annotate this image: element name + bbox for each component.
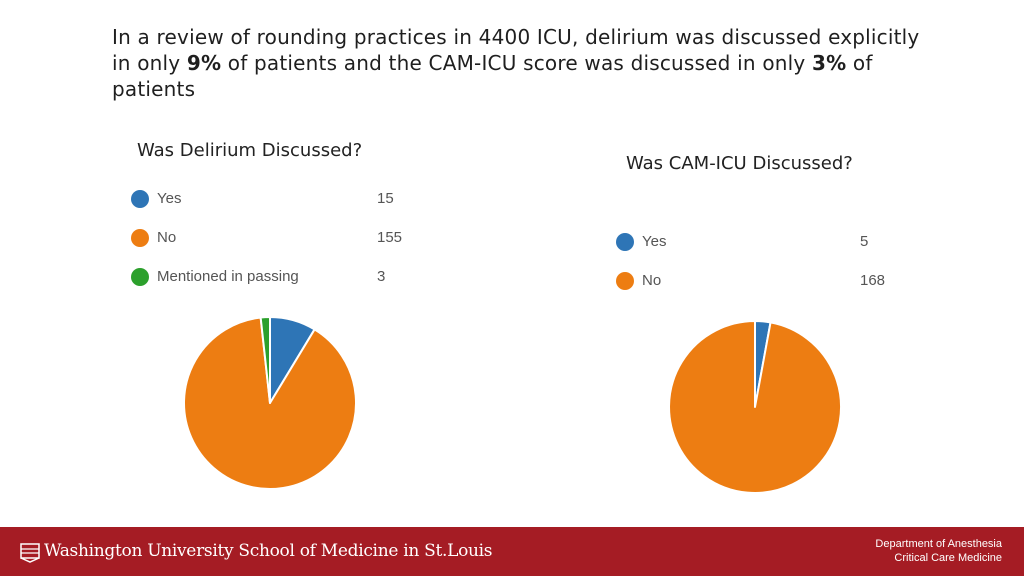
legend-value-no: 155	[377, 229, 403, 246]
legend-swatch-no	[131, 229, 149, 247]
legend-delirium: Yes 15 No 155 Mentioned in passing 3	[131, 190, 411, 307]
institution-name: Washington University School of Medicine…	[44, 541, 493, 561]
legend-label-no: No	[157, 229, 177, 246]
headline: In a review of rounding practices in 440…	[112, 24, 932, 102]
legend-label-mentioned-in-passing: Mentioned in passing	[157, 268, 299, 285]
headline-text-3: of patients	[112, 51, 873, 101]
legend-label-no: No	[642, 272, 662, 289]
pie-slice-mentioned-in-passing	[259, 316, 271, 404]
legend-swatch-mentioned-in-passing	[131, 268, 149, 286]
university-shield-icon	[20, 543, 40, 563]
legend-value-no: 168	[860, 272, 886, 289]
legend-item-yes: Yes 5	[616, 233, 896, 272]
headline-text-1: In a review of rounding practices in 440…	[112, 25, 920, 75]
legend-value-yes: 5	[860, 233, 869, 250]
chart-title-delirium: Was Delirium Discussed?	[137, 140, 363, 161]
legend-label-yes: Yes	[642, 233, 667, 250]
pie-chart-delirium	[183, 316, 357, 490]
legend-camicu: Yes 5 No 168	[616, 233, 896, 311]
legend-value-yes: 15	[377, 190, 394, 207]
legend-swatch-yes	[616, 233, 634, 251]
footer-bar: Washington University School of Medicine…	[0, 527, 1024, 576]
legend-item-no: No 155	[131, 229, 411, 268]
pie-slice-no	[668, 320, 842, 494]
department-line-1: Department of Anesthesia	[875, 538, 1002, 550]
legend-swatch-no	[616, 272, 634, 290]
legend-value-mentioned-in-passing: 3	[377, 268, 386, 285]
headline-pct-delirium: 9%	[186, 51, 222, 75]
headline-text-2: of patients and the CAM-ICU score was di…	[221, 51, 812, 75]
chart-title-camicu: Was CAM-ICU Discussed?	[626, 153, 853, 174]
department-name: Department of Anesthesia Critical Care M…	[875, 537, 1002, 565]
department-line-2: Critical Care Medicine	[894, 552, 1002, 564]
legend-label-yes: Yes	[157, 190, 182, 207]
legend-item-yes: Yes 15	[131, 190, 411, 229]
legend-item-no: No 168	[616, 272, 896, 311]
pie-chart-camicu	[668, 319, 842, 494]
legend-swatch-yes	[131, 190, 149, 208]
headline-pct-camicu: 3%	[811, 51, 847, 75]
legend-item-mentioned-in-passing: Mentioned in passing 3	[131, 268, 411, 307]
